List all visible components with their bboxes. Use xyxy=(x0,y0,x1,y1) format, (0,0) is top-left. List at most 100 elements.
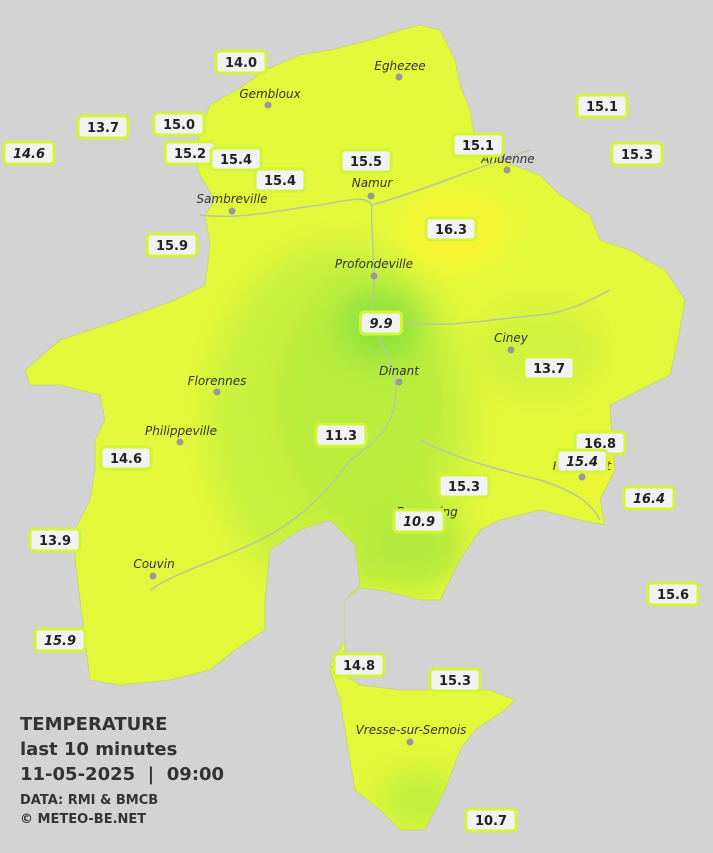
city-dot xyxy=(503,166,511,174)
city-dot xyxy=(213,388,221,396)
station: 10.9 xyxy=(392,508,446,534)
station: 15.1 xyxy=(451,132,505,158)
city-name: Vresse-sur-Semois xyxy=(356,723,467,737)
station-value: 14.0 xyxy=(225,56,257,71)
station-box xyxy=(428,667,482,693)
station-value: 15.3 xyxy=(448,480,480,495)
station: 13.9 xyxy=(28,527,82,553)
city-dot xyxy=(507,346,515,354)
station-value: 15.4 xyxy=(264,174,296,189)
station: 15.3 xyxy=(428,667,482,693)
station: 14.6 xyxy=(2,140,56,166)
city-dot xyxy=(367,192,375,200)
station-value: 16.8 xyxy=(584,437,616,452)
station: 15.9 xyxy=(145,232,199,258)
legend-datetime: 11-05-2025 | 09:00 xyxy=(20,764,224,785)
station-box xyxy=(145,232,199,258)
station: 13.7 xyxy=(522,355,576,381)
station-value: 15.4 xyxy=(220,153,252,168)
city-dot xyxy=(578,473,586,481)
city-dot xyxy=(264,101,272,109)
station-box xyxy=(314,422,368,448)
station-value: 15.0 xyxy=(163,118,195,133)
station-box xyxy=(646,581,700,607)
station-box xyxy=(359,310,403,336)
station-box xyxy=(610,141,664,167)
station-value: 14.8 xyxy=(343,659,375,674)
station-box xyxy=(575,93,629,119)
station: 15.4 xyxy=(555,448,609,474)
station-box xyxy=(214,49,268,75)
city-name: Gembloux xyxy=(239,87,301,101)
city-name: Philippeville xyxy=(145,424,217,438)
station-value: 16.4 xyxy=(633,492,665,507)
city-name: Florennes xyxy=(188,374,247,388)
station: 15.3 xyxy=(437,473,491,499)
legend: TEMPERATURE last 10 minutes 11-05-2025 |… xyxy=(20,714,224,827)
station-value: 15.9 xyxy=(156,239,188,254)
city-dot xyxy=(395,73,403,81)
station: 14.0 xyxy=(214,49,268,75)
legend-period: last 10 minutes xyxy=(20,739,177,760)
city-dot xyxy=(149,572,157,580)
city-name: Ciney xyxy=(494,331,529,345)
city-dot xyxy=(395,378,403,386)
station-value: 15.3 xyxy=(621,148,653,163)
station-value: 15.6 xyxy=(657,588,689,603)
station-value: 13.7 xyxy=(533,362,565,377)
legend-source: DATA: RMI & BMCB xyxy=(20,793,158,808)
stations: 14.0 13.7 14.6 15.0 15.2 15.4 15.4 15.5 15.1 15.1… xyxy=(2,49,700,833)
station-value: 14.6 xyxy=(110,452,142,467)
legend-title: TEMPERATURE xyxy=(20,714,167,735)
station: 15.3 xyxy=(610,141,664,167)
station-value: 15.5 xyxy=(350,155,382,170)
station: 9.9 xyxy=(359,310,403,336)
station: 16.3 xyxy=(424,216,478,242)
station-box xyxy=(76,114,130,140)
station-value: 11.3 xyxy=(325,429,357,444)
station: 10.7 xyxy=(464,807,518,833)
city-name: Eghezee xyxy=(374,59,425,73)
station-value: 14.6 xyxy=(13,147,45,162)
city-dot xyxy=(176,438,184,446)
station: 13.7 xyxy=(76,114,130,140)
city-name: Couvin xyxy=(133,557,174,571)
station-value: 13.7 xyxy=(87,121,119,136)
station-box xyxy=(424,216,478,242)
station-box xyxy=(209,146,263,172)
station-box xyxy=(437,473,491,499)
station-box xyxy=(451,132,505,158)
station-value: 15.2 xyxy=(174,147,206,162)
station-value: 15.1 xyxy=(586,100,618,115)
station: 15.0 xyxy=(152,111,206,137)
city-name: Sambreville xyxy=(196,192,267,206)
station: 15.6 xyxy=(646,581,700,607)
station-box xyxy=(332,652,386,678)
station-box xyxy=(99,445,153,471)
station: 16.4 xyxy=(622,485,676,511)
city-dot xyxy=(228,207,236,215)
station-value: 16.3 xyxy=(435,223,467,238)
station-value: 9.9 xyxy=(369,317,392,332)
station-value: 13.9 xyxy=(39,534,71,549)
station-box xyxy=(555,448,609,474)
station: 15.1 xyxy=(575,93,629,119)
station-value: 10.7 xyxy=(475,814,507,829)
legend-credit: © METEO-BE.NET xyxy=(20,812,146,827)
station-box xyxy=(2,140,56,166)
station-box xyxy=(253,167,307,193)
city-dot xyxy=(406,738,414,746)
rivers xyxy=(149,149,611,591)
station-box xyxy=(522,355,576,381)
station-value: 10.9 xyxy=(403,515,435,530)
station-value: 15.9 xyxy=(44,634,76,649)
station: 14.6 xyxy=(99,445,153,471)
station: 15.4 xyxy=(253,167,307,193)
city-dot xyxy=(370,272,378,280)
city-name: Profondeville xyxy=(335,257,413,271)
station: 15.9 xyxy=(33,627,87,653)
cities: EghezeeGemblouxAndenneNamurSambrevillePr… xyxy=(133,59,613,746)
station: 15.5 xyxy=(339,148,393,174)
station-box xyxy=(392,508,446,534)
